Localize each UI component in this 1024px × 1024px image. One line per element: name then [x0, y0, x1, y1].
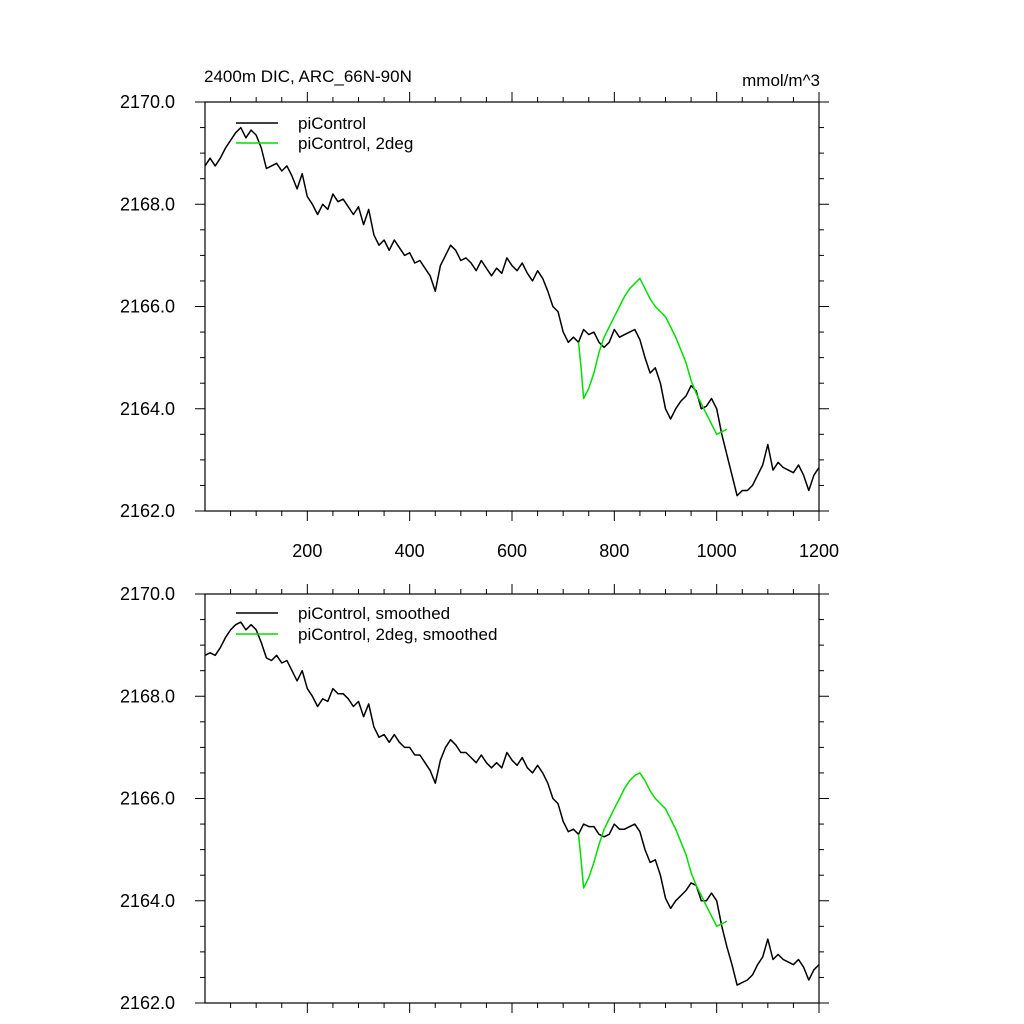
top-panel: 2400m DIC, ARC_66N-90N mmol/m^3 2162.021… [120, 67, 839, 561]
axis-ticks [195, 92, 829, 521]
y-tick-label: 2164.0 [120, 399, 175, 419]
y-tick-label: 2164.0 [120, 891, 175, 911]
legend-label-piControl-smoothed: piControl, smoothed [298, 604, 450, 623]
series-line-black [204, 621, 820, 986]
chart-title: 2400m DIC, ARC_66N-90N [204, 67, 412, 86]
x-tick-labels: 200 400 600 800 1000 1200 [292, 541, 839, 561]
y-tick-label: 2162.0 [120, 501, 175, 521]
y-tick-label: 2168.0 [120, 686, 175, 706]
y-tick-label: 2162.0 [120, 993, 175, 1013]
series-line-green [577, 772, 728, 928]
bottom-panel: 2162.0 2164.0 2166.0 2168.0 2170.0 piControl… [120, 584, 829, 1013]
y-tick-label: 2170.0 [120, 92, 175, 112]
y-tick-label: 2170.0 [120, 584, 175, 604]
series-line-black [204, 126, 820, 497]
y-tick-label: 2166.0 [120, 789, 175, 809]
series-line-green [577, 277, 728, 436]
legend: piControl, smoothed piControl, 2deg, smo… [236, 604, 497, 644]
x-tick-label: 600 [497, 541, 527, 561]
legend-label-piControl-2deg: piControl, 2deg [298, 134, 413, 153]
y-tick-labels: 2162.0 2164.0 2166.0 2168.0 2170.0 [120, 92, 175, 521]
y-tick-label: 2166.0 [120, 297, 175, 317]
x-tick-label: 800 [599, 541, 629, 561]
legend-label-piControl: piControl [298, 114, 366, 133]
units-label: mmol/m^3 [742, 71, 820, 90]
x-tick-label: 1000 [697, 541, 737, 561]
y-tick-label: 2168.0 [120, 194, 175, 214]
x-tick-label: 200 [292, 541, 322, 561]
y-tick-labels: 2162.0 2164.0 2166.0 2168.0 2170.0 [120, 584, 175, 1013]
x-tick-label: 1200 [799, 541, 839, 561]
series-lines [204, 126, 820, 497]
series-lines [204, 621, 820, 986]
legend-label-piControl-2deg-smoothed: piControl, 2deg, smoothed [298, 625, 497, 644]
axis-ticks [195, 584, 829, 1013]
x-tick-label: 400 [395, 541, 425, 561]
legend: piControl piControl, 2deg [236, 114, 413, 153]
